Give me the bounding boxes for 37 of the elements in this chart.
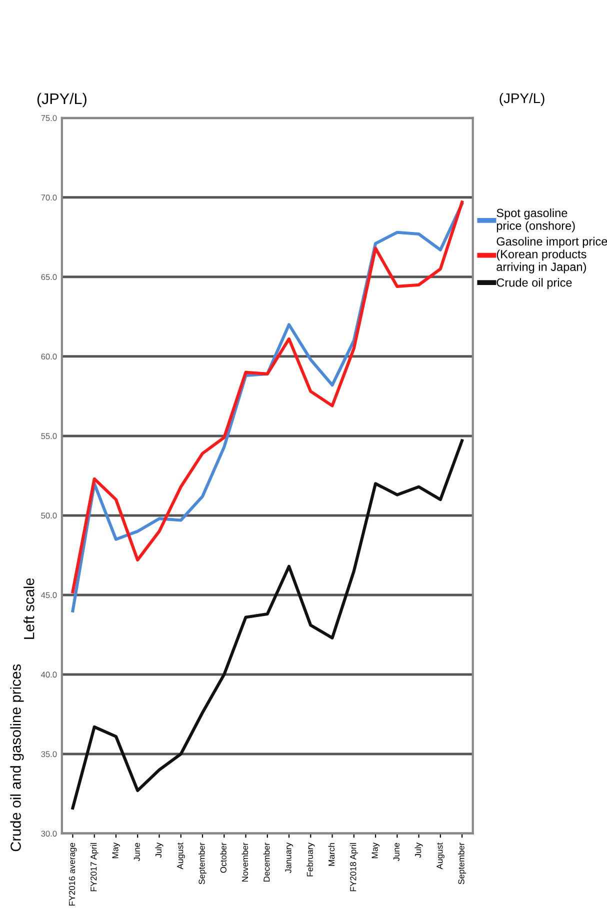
x-tick-label: May [372, 842, 380, 858]
x-tick-label: June [393, 842, 400, 862]
x-tick-label: September [458, 842, 466, 884]
y-axis-title: (JPY/L) [37, 92, 86, 108]
legend-label: Crude oil price [496, 278, 572, 290]
x-tick-label: November [242, 842, 248, 882]
text: Left scale [24, 578, 34, 639]
x-tick-label: September [198, 842, 207, 884]
x-tick-label: February [306, 842, 315, 876]
x-tick-label: FY2017 April [90, 843, 98, 892]
text: Crude oil and gasoline prices [10, 664, 24, 852]
y-tick-label: 35.0 [41, 751, 57, 758]
x-tick-label: August [436, 842, 444, 870]
y-tick-label: 55.0 [41, 433, 57, 440]
legend-label: Spot gasoline price (onshore) [496, 208, 575, 232]
x-tick-label: June [134, 842, 140, 862]
line-series [71, 439, 464, 810]
x-tick-label: January [285, 842, 294, 874]
y-tick-label: 70.0 [41, 194, 57, 201]
x-tick-label: August [177, 842, 185, 870]
legend-label: Gasoline import price (Korean products arriving in Japan) [496, 236, 607, 274]
y-tick-label: 40.0 [41, 672, 57, 678]
y-tick-label: 50.0 [41, 512, 57, 519]
y-tick-label: 65.0 [41, 274, 57, 280]
text: (JPY/L) [500, 92, 544, 106]
x-tick-label: May [112, 842, 120, 858]
x-tick-label: July [414, 842, 423, 858]
y-tick-label: 30.0 [41, 830, 57, 837]
x-tick-label: FY2016 average [68, 842, 77, 906]
y-tick-label: 45.0 [41, 592, 57, 598]
x-tick-label: July [155, 842, 164, 858]
x-tick-label: FY2018 April [350, 843, 358, 892]
x-tick-label: October [220, 842, 226, 873]
y-tick-label: 75.0 [41, 115, 57, 121]
y-tick-label: 60.0 [41, 354, 57, 360]
x-tick-label: December [263, 842, 270, 882]
x-tick-label: March [328, 843, 335, 866]
